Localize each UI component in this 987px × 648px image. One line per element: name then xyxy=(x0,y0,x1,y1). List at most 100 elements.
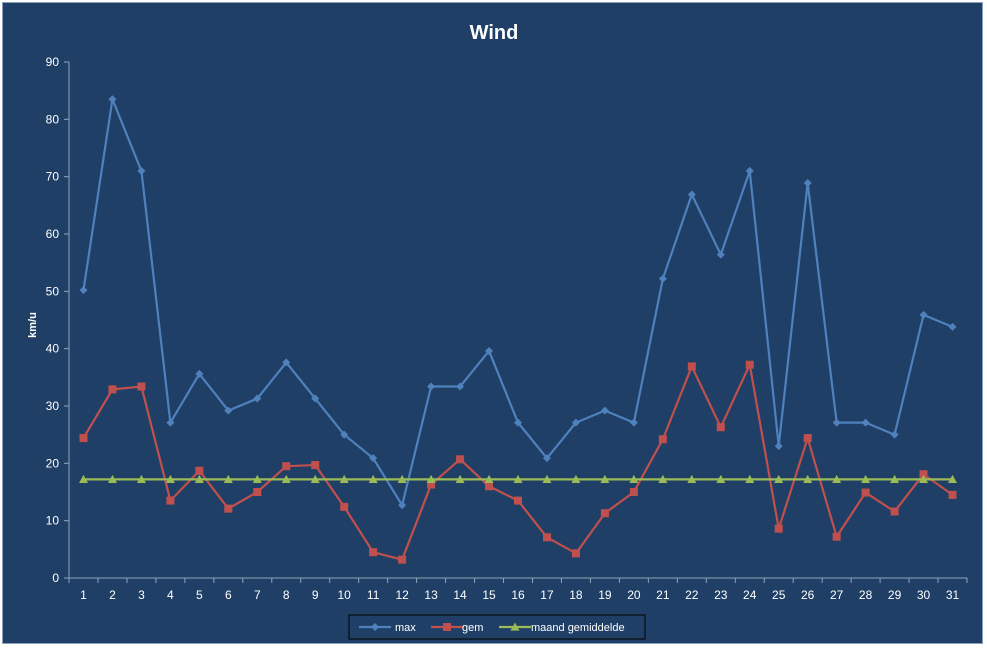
legend-label: gem xyxy=(462,622,483,634)
data-point xyxy=(861,474,871,483)
data-point xyxy=(948,490,957,499)
series-line xyxy=(82,98,953,507)
legend-swatch-marker xyxy=(371,623,379,631)
data-point xyxy=(687,190,696,199)
x-tick-label: 21 xyxy=(656,588,670,602)
x-tick-label: 24 xyxy=(743,588,757,602)
x-tick-label: 30 xyxy=(917,588,931,602)
data-point xyxy=(398,555,407,564)
data-point xyxy=(78,474,88,483)
data-point xyxy=(658,474,668,483)
data-point xyxy=(919,310,928,319)
series-max xyxy=(79,95,957,510)
x-tick-label: 28 xyxy=(859,588,873,602)
y-tick-label: 40 xyxy=(46,342,60,356)
data-point xyxy=(485,346,494,355)
x-tick-label: 19 xyxy=(598,588,612,602)
data-point xyxy=(832,418,841,427)
data-point xyxy=(426,474,436,483)
data-point xyxy=(108,385,117,394)
x-tick-label: 29 xyxy=(888,588,902,602)
data-point xyxy=(514,418,522,427)
x-tick-label: 18 xyxy=(569,588,583,602)
data-point xyxy=(919,474,929,483)
x-tick-label: 8 xyxy=(283,588,290,602)
data-point xyxy=(600,474,610,483)
x-tick-label: 31 xyxy=(946,588,960,602)
data-point xyxy=(368,474,378,483)
data-point xyxy=(861,488,870,497)
y-tick-label: 0 xyxy=(52,571,59,585)
x-tick-label: 15 xyxy=(482,588,496,602)
data-point xyxy=(716,474,726,483)
data-point xyxy=(137,382,146,391)
data-point xyxy=(571,549,580,558)
data-point xyxy=(224,504,233,513)
x-tick-label: 10 xyxy=(338,588,352,602)
data-point xyxy=(948,474,958,483)
y-tick-label: 80 xyxy=(46,112,60,126)
x-tick-label: 7 xyxy=(254,588,261,602)
data-point xyxy=(658,274,667,283)
data-point xyxy=(340,502,349,511)
x-tick-label: 13 xyxy=(424,588,438,602)
data-point xyxy=(514,496,522,505)
data-point xyxy=(136,474,146,483)
x-tick-label: 26 xyxy=(801,588,815,602)
x-tick-label: 22 xyxy=(685,588,699,602)
y-tick-label: 70 xyxy=(46,170,60,184)
chart-title: Wind xyxy=(470,22,519,44)
x-tick-label: 2 xyxy=(109,588,116,602)
data-point xyxy=(600,509,609,518)
data-point xyxy=(803,178,812,187)
data-point xyxy=(166,418,175,427)
data-point xyxy=(745,360,754,369)
x-tick-label: 12 xyxy=(395,588,409,602)
data-point xyxy=(948,322,957,331)
series-group xyxy=(78,95,958,564)
series-maand-gemiddelde xyxy=(78,474,958,483)
data-point xyxy=(340,430,349,439)
data-point xyxy=(861,418,870,427)
data-point xyxy=(79,434,88,443)
x-tick-label: 14 xyxy=(453,588,467,602)
x-tick-label: 1 xyxy=(80,588,87,602)
y-tick-label: 30 xyxy=(46,399,60,413)
data-point xyxy=(803,474,813,483)
data-point xyxy=(745,166,754,175)
data-point xyxy=(890,507,899,516)
data-point xyxy=(456,382,465,391)
x-tick-label: 4 xyxy=(167,588,174,602)
data-point xyxy=(803,434,812,443)
data-point xyxy=(513,474,523,483)
data-point xyxy=(890,430,899,439)
data-point xyxy=(427,382,436,391)
data-point xyxy=(311,394,320,403)
data-point xyxy=(571,418,580,427)
y-tick-label: 10 xyxy=(46,514,60,528)
data-point xyxy=(224,406,233,415)
data-point xyxy=(195,369,204,378)
data-point xyxy=(774,474,784,483)
x-tick-label: 3 xyxy=(138,588,145,602)
y-tick-label: 50 xyxy=(46,284,60,298)
data-point xyxy=(485,482,494,491)
data-point xyxy=(716,423,725,432)
x-tick-label: 9 xyxy=(312,588,319,602)
data-point xyxy=(311,461,320,470)
y-tick-label: 20 xyxy=(46,456,60,470)
data-point xyxy=(455,474,465,483)
data-point xyxy=(687,474,697,483)
data-point xyxy=(484,474,494,483)
y-axis-label: km/u xyxy=(27,312,39,338)
legend-box xyxy=(348,614,646,640)
data-point xyxy=(310,474,320,483)
x-tick-label: 20 xyxy=(627,588,641,602)
data-point xyxy=(600,406,609,415)
data-point xyxy=(890,474,900,483)
data-point xyxy=(629,474,639,483)
legend-label: maand gemiddelde xyxy=(531,622,625,634)
